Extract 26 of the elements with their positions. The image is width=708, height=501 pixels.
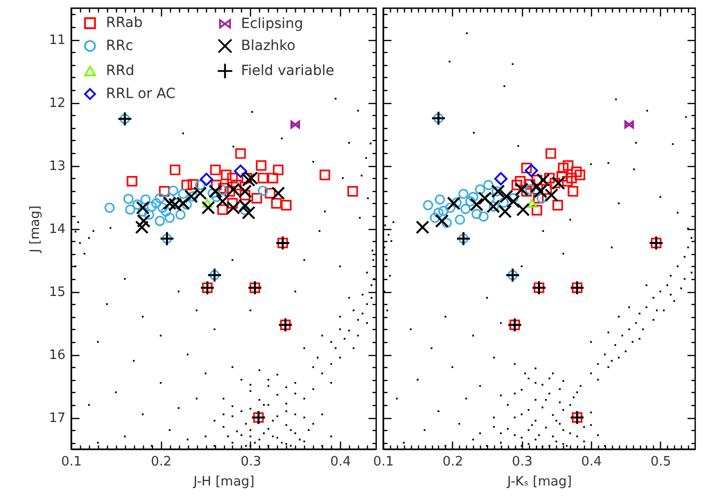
x-tick-label: 0.3 <box>240 454 262 470</box>
x-tick-label: 0.1 <box>61 454 82 470</box>
y-tick-label: 17 <box>48 411 66 426</box>
x-tick-label: 0.2 <box>150 454 172 470</box>
x-tick-label: 0.2 <box>442 454 464 470</box>
x-axis-title: J-H [mag] <box>192 474 254 490</box>
y-axis-title: J [mag] <box>28 206 43 254</box>
x-tick-label: 0.5 <box>650 454 672 470</box>
x-tick-label: 0.1 <box>373 454 394 470</box>
y-tick-label: 15 <box>48 285 66 300</box>
x-tick-label: 0.4 <box>330 454 351 470</box>
legend-label: RRL or AC <box>106 86 176 102</box>
legend-label: RRab <box>106 15 143 32</box>
legend-label: Blazhko <box>241 38 296 54</box>
y-tick-label: 16 <box>48 348 66 363</box>
legend-label: RRd <box>106 63 134 79</box>
x-tick-label: 0.4 <box>581 454 602 470</box>
legend-label: Field variable <box>241 63 334 79</box>
y-tick-label: 13 <box>48 159 66 174</box>
x-axis-title: J-Kₛ [mag] <box>506 474 572 490</box>
y-tick-label: 12 <box>48 96 66 111</box>
legend-label: RRc <box>106 38 134 54</box>
y-tick-label: 11 <box>48 33 66 48</box>
x-tick-label: 0.3 <box>512 454 533 470</box>
y-tick-label: 14 <box>48 222 66 237</box>
legend-label: Eclipsing <box>241 16 304 32</box>
